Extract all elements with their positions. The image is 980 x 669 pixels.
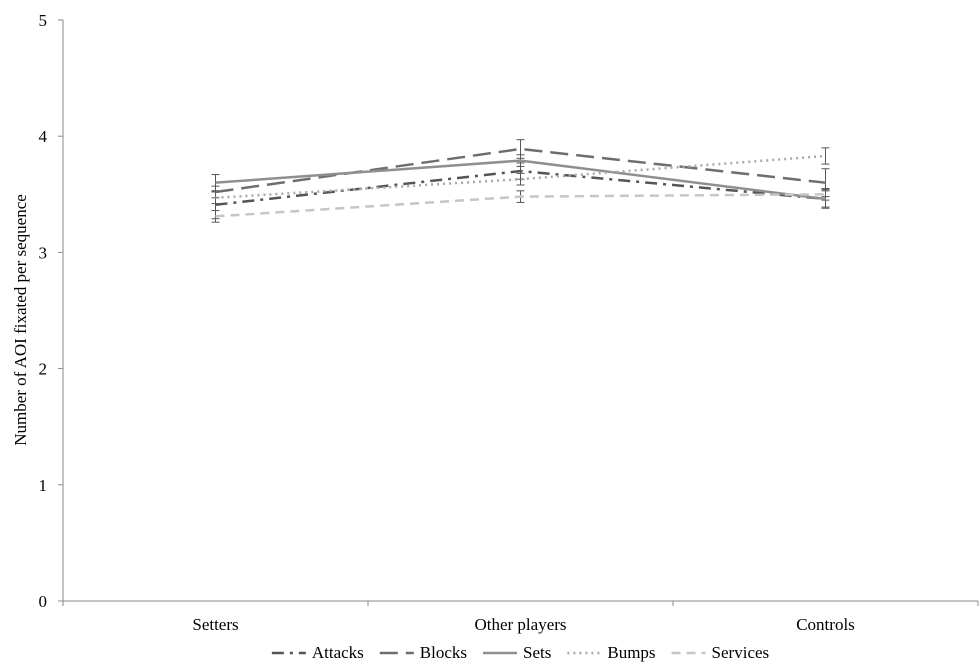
legend-item-services: Services: [671, 643, 770, 662]
series-lines: [215, 147, 826, 218]
x-axis: Setters Other players Controls: [62, 600, 979, 634]
legend-item-sets: Sets: [483, 643, 551, 662]
y-tick-label: 0: [39, 592, 48, 611]
y-tick-label: 1: [39, 476, 48, 495]
series-line-attacks: [215, 169, 826, 207]
y-axis-title: Number of AOI fixated per sequence: [11, 194, 30, 446]
y-tick-label: 3: [39, 243, 48, 262]
legend-label: Sets: [523, 643, 551, 662]
y-tick-label: 4: [39, 127, 48, 146]
y-tick-label: 5: [39, 11, 48, 30]
legend-item-bumps: Bumps: [567, 643, 656, 662]
legend-label: Blocks: [420, 643, 467, 662]
error-bar: [821, 147, 830, 165]
y-axis: 0 1 2 3 4 5: [39, 11, 64, 611]
x-category-label: Setters: [192, 615, 238, 634]
legend-item-blocks: Blocks: [379, 643, 467, 662]
series-line-sets: [215, 159, 826, 201]
legend-item-attacks: Attacks: [271, 643, 364, 662]
legend-label: Bumps: [607, 643, 655, 662]
series-line-services: [215, 193, 826, 218]
error-bar: [516, 172, 525, 186]
legend: Attacks Blocks Sets Bumps Services: [271, 643, 770, 662]
legend-label: Attacks: [312, 643, 364, 662]
x-category-label: Other players: [474, 615, 566, 634]
x-category-label: Controls: [796, 615, 855, 634]
legend-label: Services: [712, 643, 770, 662]
y-tick-label: 2: [39, 360, 48, 379]
error-bars: [211, 139, 830, 223]
